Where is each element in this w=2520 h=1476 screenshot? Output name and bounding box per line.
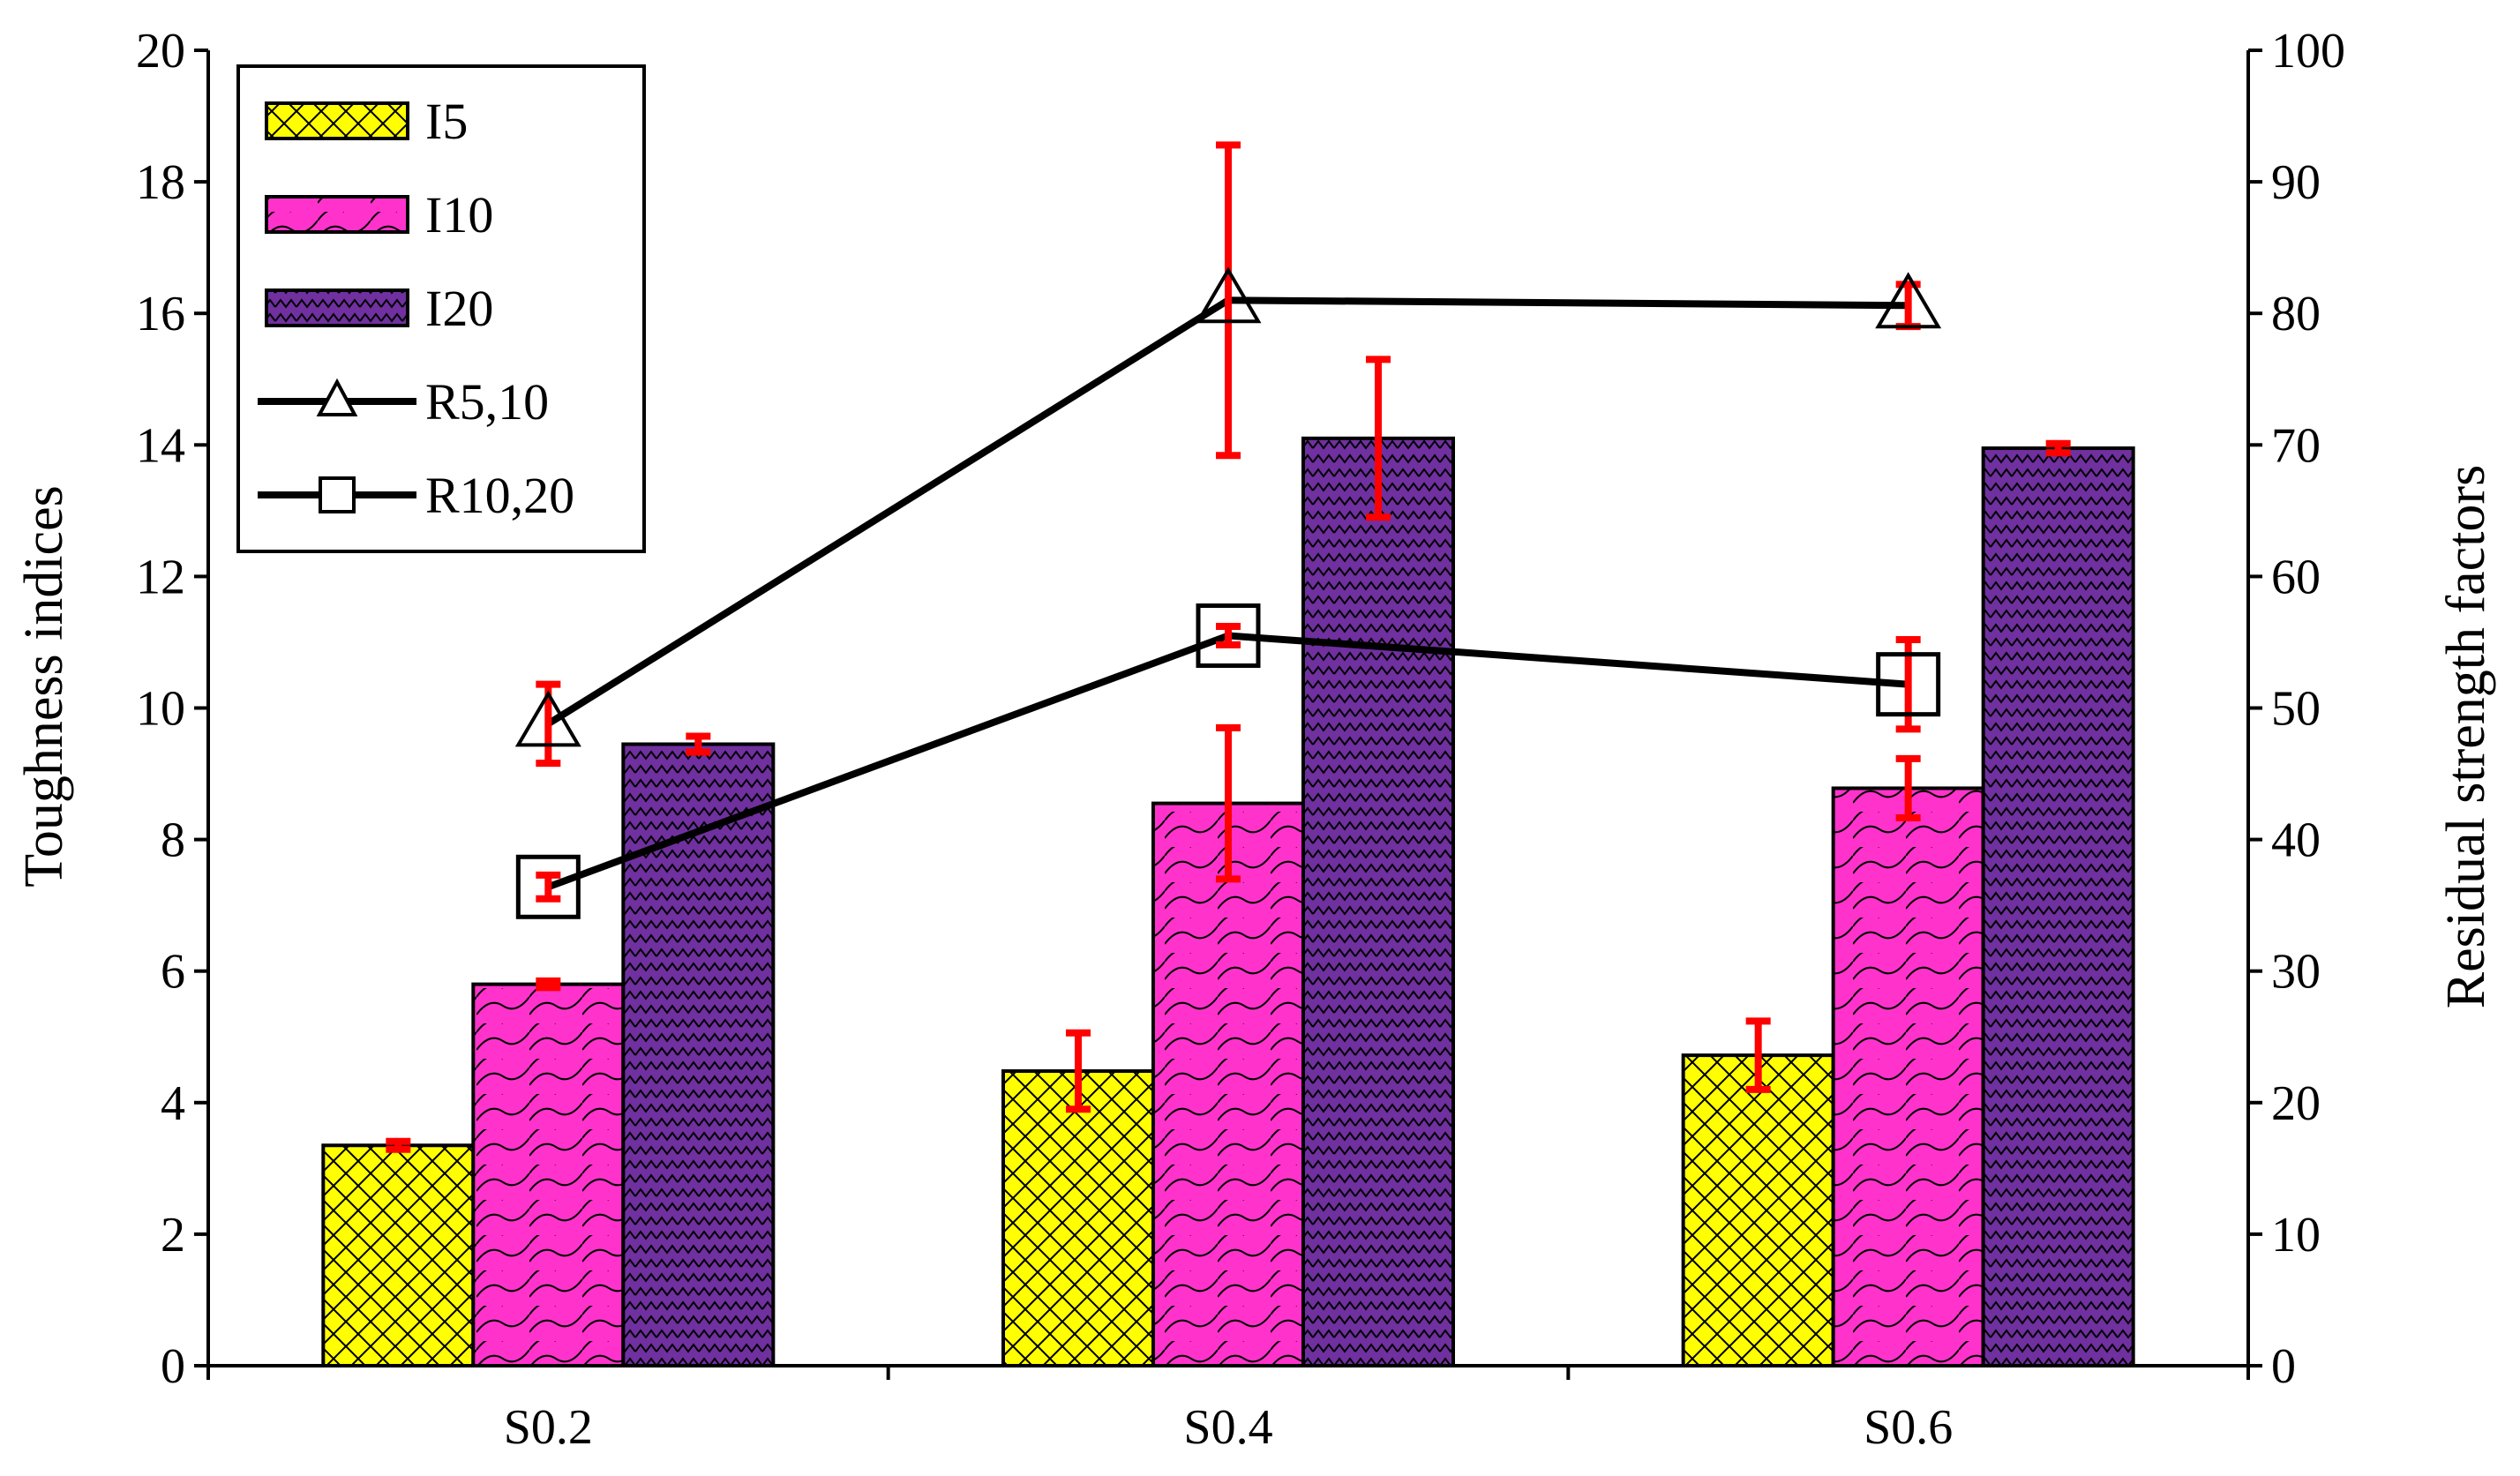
right-tick-label: 30 — [2271, 945, 2321, 1000]
legend-marker — [319, 476, 356, 513]
error-bar-i10 — [536, 977, 561, 992]
left-axis-label: Toughness indices — [14, 485, 74, 887]
left-tick-label: 18 — [136, 155, 185, 210]
right-tick-label: 0 — [2271, 1339, 2296, 1394]
bar-i10 — [1831, 786, 1985, 1367]
right-tick-label: 60 — [2271, 550, 2321, 604]
error-bar-i20 — [686, 732, 711, 756]
right-tick-label: 10 — [2271, 1208, 2321, 1262]
marker-r5-10 — [1875, 272, 1942, 329]
category-axis: S0.2 S0.4 S0.6 — [206, 1366, 2250, 1455]
bar-i5 — [1001, 1069, 1155, 1367]
legend-swatch — [265, 288, 409, 327]
marker-r10-20 — [515, 854, 581, 919]
legend-swatch — [265, 101, 409, 140]
error-bar-i5 — [1066, 1029, 1091, 1113]
left-tick-label: 4 — [161, 1076, 185, 1131]
marker-r5-10 — [514, 690, 581, 747]
category-label: S0.6 — [1864, 1400, 1953, 1455]
legend-marker — [316, 378, 358, 416]
bar-i5 — [321, 1143, 476, 1367]
left-tick-label: 6 — [161, 945, 185, 1000]
left-tick-label: 20 — [136, 24, 185, 79]
left-axis-ticks: 0 2 4 6 8 10 12 14 16 18 20 — [136, 24, 208, 1394]
left-tick-label: 8 — [161, 813, 185, 868]
legend-label: I10 — [425, 186, 493, 244]
bar-i20 — [621, 742, 776, 1367]
legend-label: I5 — [425, 93, 468, 150]
left-tick-label: 14 — [136, 418, 185, 473]
marker-r5-10 — [1195, 266, 1262, 324]
error-bar-r10-20 — [536, 871, 561, 903]
legend-label: R10,20 — [425, 467, 574, 524]
legend-swatch — [265, 195, 409, 234]
right-tick-label: 80 — [2271, 287, 2321, 341]
error-bar-i5 — [1745, 1017, 1771, 1093]
right-tick-label: 70 — [2271, 418, 2321, 473]
left-tick-label: 12 — [136, 550, 185, 604]
legend-item: I10 — [265, 186, 493, 244]
left-tick-label: 0 — [161, 1339, 185, 1394]
right-tick-label: 40 — [2271, 813, 2321, 868]
marker-r10-20 — [1876, 652, 1941, 717]
bars — [321, 436, 2135, 1368]
legend: I5 I10 I20 R5,10 R10,20 — [236, 64, 646, 553]
error-bars — [386, 141, 2071, 1153]
bar-i10 — [1151, 801, 1305, 1367]
right-tick-label: 90 — [2271, 155, 2321, 210]
bar-i10 — [471, 982, 626, 1367]
error-bar-r10-20 — [1216, 623, 1241, 648]
category-label: S0.2 — [504, 1400, 593, 1455]
bar-i20 — [1301, 436, 1455, 1368]
legend-item: R5,10 — [258, 373, 549, 431]
line-markers — [514, 266, 1942, 919]
error-bar-i20 — [2045, 439, 2071, 457]
left-tick-label: 10 — [136, 682, 185, 737]
bar-i5 — [1681, 1053, 1835, 1368]
right-tick-label: 50 — [2271, 682, 2321, 737]
right-tick-label: 20 — [2271, 1076, 2321, 1131]
bar-i20 — [1981, 446, 2135, 1368]
legend-label: R5,10 — [425, 373, 549, 431]
legend-item: I5 — [265, 93, 468, 150]
error-bar-i5 — [386, 1137, 411, 1153]
error-bar-r5-10 — [1216, 141, 1241, 460]
error-bar-i10 — [1895, 754, 1921, 821]
left-tick-label: 16 — [136, 287, 185, 341]
category-label: S0.4 — [1183, 1400, 1272, 1455]
marker-r10-20 — [1196, 603, 1261, 668]
legend-item: I20 — [265, 280, 493, 337]
legend-label: I20 — [425, 280, 493, 337]
error-bar-i10 — [1216, 723, 1241, 883]
right-axis-ticks: 0 10 20 30 40 50 60 70 80 90 100 — [2248, 24, 2345, 1394]
right-axis-label: Residual strength factors — [2436, 465, 2496, 1008]
error-bar-i20 — [1366, 356, 1391, 521]
legend-item: R10,20 — [258, 467, 574, 524]
left-tick-label: 2 — [161, 1208, 185, 1262]
error-bar-r5-10 — [536, 680, 561, 768]
right-tick-label: 100 — [2271, 24, 2345, 79]
